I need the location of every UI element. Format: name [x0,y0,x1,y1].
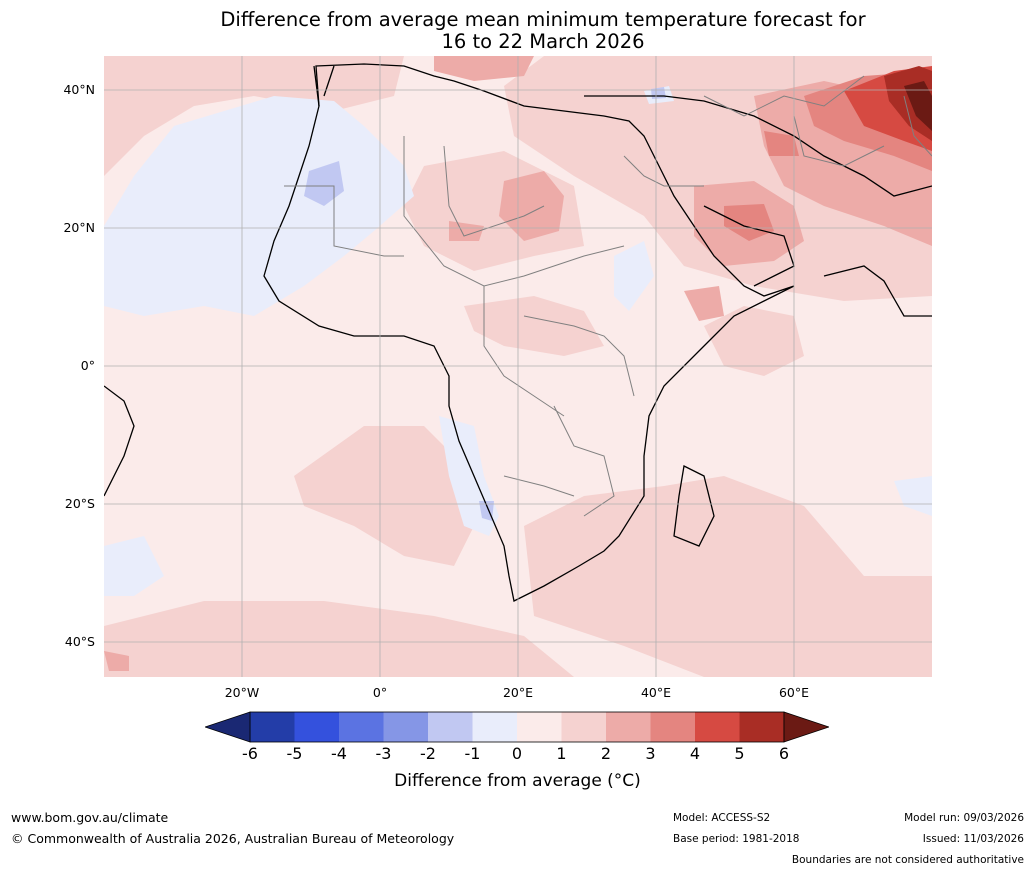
colorbar-bin [383,712,428,742]
lon-label-0: 0° [372,685,388,700]
lon-label-60e: 60°E [778,685,810,700]
copyright: © Commonwealth of Australia 2026, Austra… [11,831,455,846]
graticule [104,56,932,677]
cbar-tick: 5 [734,744,745,763]
lon-label-40e: 40°E [640,685,672,700]
colorbar-bin [606,712,651,742]
coastlines [103,63,933,602]
website-link[interactable]: www.bom.gov.au/climate [11,810,169,825]
cbar-tick: 4 [689,744,701,763]
lat-label-40s: 40°S [64,634,95,649]
cbar-tick: -1 [464,744,481,763]
issued-date: Issued: 11/03/2026 [922,833,1024,845]
colorbar-bin [428,712,473,742]
cbar-tick: 1 [556,744,567,763]
cbar-tick: -6 [242,744,258,763]
cbar-tick: 3 [645,744,656,763]
colorbar-bin [517,712,562,742]
cbar-tick: -4 [331,744,347,763]
colorbar-bin [739,712,784,742]
title-line-2: 16 to 22 March 2026 [441,30,645,53]
model-run: Model run: 09/03/2026 [904,812,1024,824]
colorbar-bin [472,712,517,742]
cbar-tick: -5 [286,744,303,763]
colorbar [205,711,829,743]
anomaly-cool-regions [104,86,932,596]
lat-label-20s: 20°S [64,496,95,511]
chart-title: Difference from average mean minimum tem… [0,9,1035,53]
base-period: Base period: 1981-2018 [673,833,800,845]
anomaly-5-plus-regions [884,66,932,141]
colorbar-bin [339,712,384,742]
anomaly-map [103,56,933,677]
colorbar-bin [695,712,740,742]
map-canvas [103,56,933,677]
cbar-tick: 0 [511,744,523,763]
lon-label-20w: 20°W [224,685,260,700]
colorbar-label: Difference from average (°C) [394,771,641,791]
disclaimer: Boundaries are not considered authoritat… [791,854,1024,866]
cbar-tick: -3 [375,744,392,763]
country-boundaries [284,75,933,517]
colorbar-under-arrow [205,711,251,743]
lat-label-40n: 40°N [63,82,95,97]
colorbar-over-arrow [783,711,829,743]
colorbar-bin [294,712,339,742]
cbar-tick: 6 [778,744,790,763]
colorbar-bin [561,712,606,742]
colorbar-bin [650,712,695,742]
colorbar-bins [249,711,785,743]
cbar-tick: 2 [600,744,612,763]
model-info: Model: ACCESS-S2 [673,812,771,824]
lon-label-20e: 20°E [502,685,534,700]
title-line-1: Difference from average mean minimum tem… [220,8,866,31]
lat-label-20n: 20°N [63,220,95,235]
lat-label-0: 0° [80,358,95,373]
colorbar-bin [250,712,295,742]
cbar-tick: -2 [420,744,436,763]
